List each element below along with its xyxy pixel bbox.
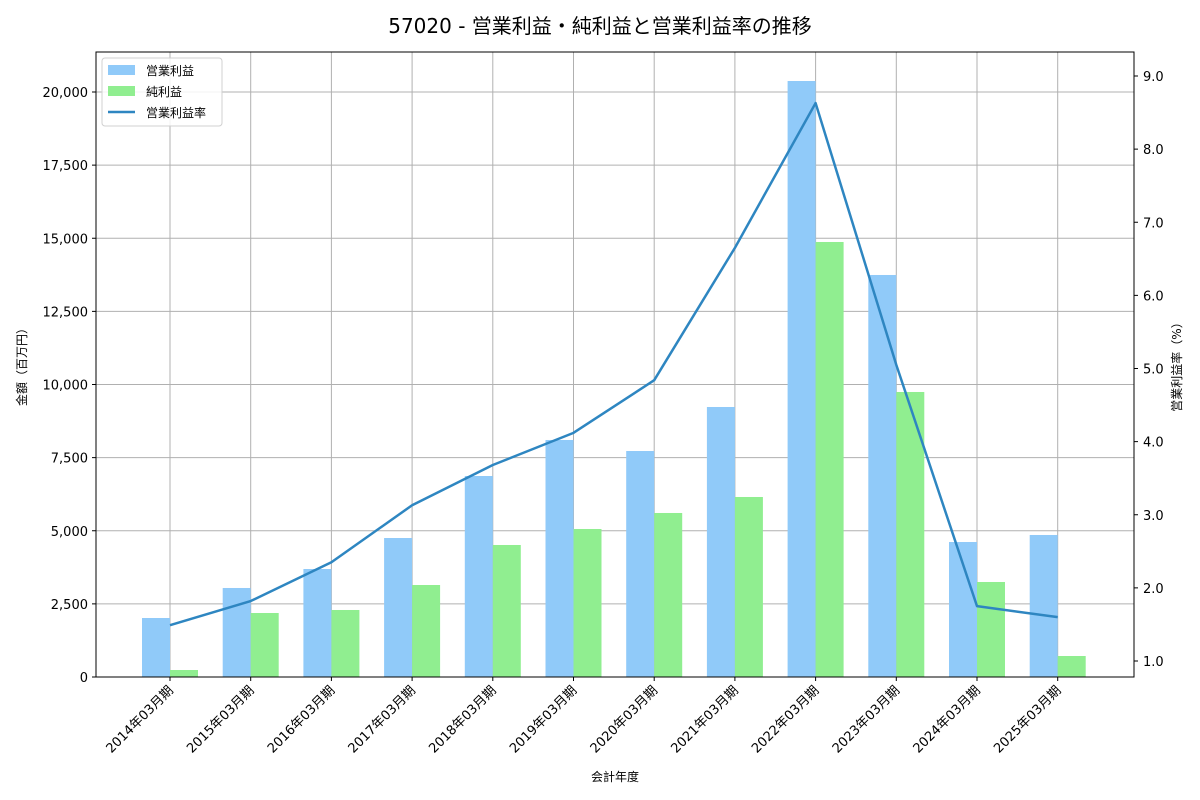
bar-operating-profit (868, 274, 897, 677)
y2-axis-title: 営業利益率（%） (1169, 316, 1184, 411)
bar-operating-profit (626, 451, 655, 677)
x-tick-label: 2018年03月期 (426, 683, 499, 756)
left-axis-ticks: 0 2,500 5,000 7,500 10,000 12,500 15,000 17,500… (43, 86, 96, 686)
bar-operating-profit (142, 618, 170, 677)
y2-tick-label: 4.0 (1143, 436, 1164, 451)
bar-operating-profit (384, 538, 413, 677)
bar-operating-profit (787, 81, 816, 677)
y-tick-label: 5,000 (51, 525, 88, 540)
y-tick-label: 2,500 (51, 598, 88, 613)
x-axis-ticks: 2014年03月期 2015年03月期 2016年03月期 2017年03月期 2018… (104, 677, 1065, 757)
bar-net-profit (977, 581, 1005, 677)
y-tick-label: 20,000 (43, 86, 89, 101)
bar-net-profit (331, 609, 360, 677)
x-tick-label: 2025年03月期 (991, 683, 1064, 756)
legend: 営業利益 純利益 営業利益率 (101, 57, 223, 127)
x-tick-label: 2016年03月期 (265, 683, 338, 756)
bar-net-profit (412, 585, 441, 677)
legend-label-net-profit: 純利益 (146, 85, 182, 99)
legend-swatch-operating-profit (108, 65, 135, 75)
line-series (169, 101, 1058, 627)
plot-frame (95, 51, 1135, 678)
right-axis-ticks: 1.0 2.0 3.0 4.0 5.0 6.0 7.0 8.0 9.0 (1134, 70, 1164, 670)
bar-operating-profit (1029, 534, 1058, 677)
x-tick-label: 2021年03月期 (668, 683, 741, 756)
bar-net-profit (734, 496, 763, 677)
legend-label-operating-profit: 営業利益 (146, 64, 194, 78)
chart-title: 57020 - 営業利益・純利益と営業利益率の推移 (388, 14, 812, 38)
bar-net-profit (573, 528, 602, 677)
y-axis-title: 金額（百万円） (14, 322, 29, 406)
bar-operating-profit (464, 475, 493, 677)
bar-net-profit (1057, 655, 1086, 677)
x-tick-label: 2020年03月期 (588, 683, 661, 756)
x-tick-label: 2014年03月期 (104, 683, 177, 756)
y2-tick-label: 5.0 (1143, 363, 1164, 378)
bar-net-profit (250, 613, 279, 677)
bar-net-profit (896, 391, 925, 677)
x-tick-label: 2017年03月期 (346, 683, 419, 756)
y2-tick-label: 9.0 (1143, 70, 1164, 85)
bar-net-profit (815, 241, 844, 677)
y-tick-label: 0 (80, 671, 88, 686)
y2-tick-label: 7.0 (1143, 216, 1164, 231)
y-tick-label: 15,000 (43, 232, 89, 247)
x-tick-label: 2023年03月期 (830, 683, 903, 756)
y2-tick-label: 8.0 (1143, 143, 1164, 158)
x-tick-label: 2015年03月期 (184, 683, 257, 756)
bar-operating-profit (303, 569, 332, 677)
bar-series (142, 81, 1086, 677)
y2-tick-label: 1.0 (1143, 655, 1164, 670)
bar-operating-profit (706, 406, 735, 677)
y2-tick-label: 2.0 (1143, 582, 1164, 597)
bar-operating-profit (545, 439, 574, 677)
y-tick-label: 7,500 (51, 452, 88, 467)
y2-tick-label: 3.0 (1143, 509, 1164, 524)
legend-label-margin: 営業利益率 (146, 105, 206, 120)
y-tick-label: 10,000 (43, 379, 89, 394)
bar-net-profit (170, 670, 198, 677)
x-axis-title: 会計年度 (591, 769, 639, 784)
y2-tick-label: 6.0 (1143, 289, 1164, 304)
x-tick-label: 2019年03月期 (507, 683, 580, 756)
legend-swatch-net-profit (108, 86, 135, 96)
x-tick-label: 2022年03月期 (749, 683, 822, 756)
y-tick-label: 17,500 (43, 159, 89, 174)
line-operating-margin (169, 101, 1058, 627)
bar-net-profit (654, 512, 683, 677)
bar-net-profit (492, 544, 521, 677)
y-tick-label: 12,500 (43, 305, 89, 320)
x-tick-label: 2024年03月期 (911, 683, 984, 756)
